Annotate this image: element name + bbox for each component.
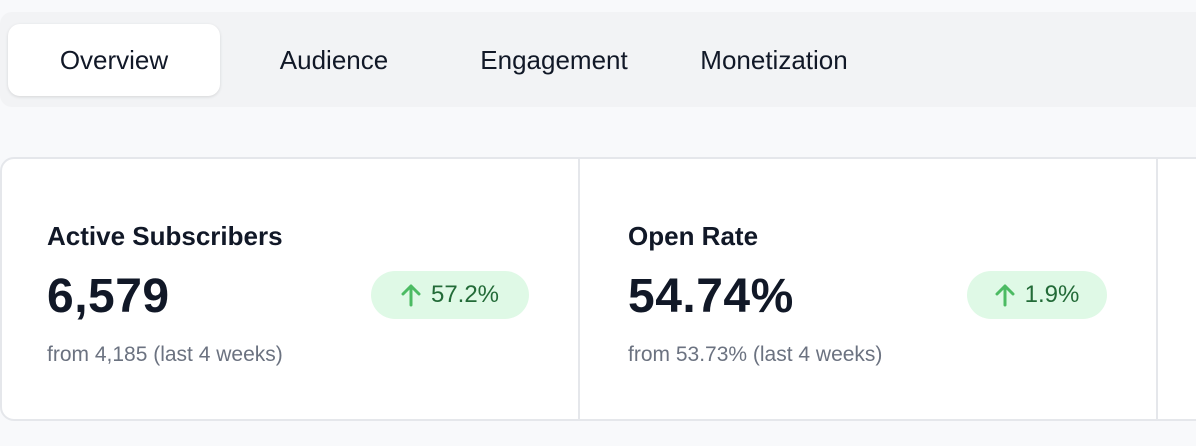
stat-value: 6,579: [47, 270, 170, 323]
stat-value: 54.74%: [628, 270, 794, 323]
stat-subtext: from 4,185 (last 4 weeks): [47, 343, 283, 366]
tab-bar: Overview Audience Engagement Monetizatio…: [0, 12, 1196, 107]
change-badge: 57.2%: [371, 271, 529, 319]
change-value: 1.9%: [1024, 281, 1080, 308]
change-badge: 1.9%: [967, 271, 1107, 319]
tab-monetization[interactable]: Monetization: [700, 45, 848, 75]
tab-audience[interactable]: Audience: [279, 45, 389, 75]
stat-title: Open Rate: [628, 221, 759, 251]
stat-open-rate: Open Rate 54.74% 1.9% from 53.73% (last …: [628, 159, 1158, 419]
arrow-up-icon: [995, 283, 1015, 307]
stat-active-subscribers: Active Subscribers 6,579 57.2% from 4,18…: [47, 159, 577, 419]
stats-card: Active Subscribers 6,579 57.2% from 4,18…: [0, 157, 1196, 421]
change-value: 57.2%: [430, 281, 500, 308]
divider: [578, 159, 580, 419]
arrow-up-icon: [401, 283, 421, 307]
stat-title: Active Subscribers: [47, 221, 283, 251]
stat-subtext: from 53.73% (last 4 weeks): [628, 343, 883, 366]
tab-engagement[interactable]: Engagement: [480, 45, 628, 75]
divider: [1156, 159, 1158, 419]
tab-overview[interactable]: Overview: [8, 24, 220, 96]
